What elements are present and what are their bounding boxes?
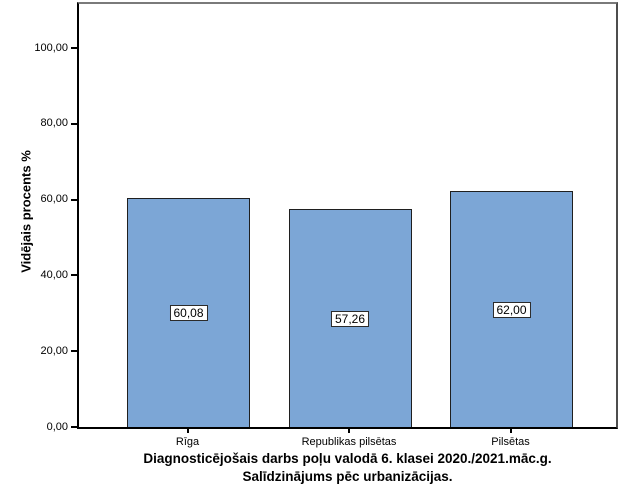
bar-value-label: 62,00 [492, 301, 531, 318]
y-tick-label: 60,00 [40, 193, 68, 206]
x-tick-mark [509, 427, 512, 433]
chart-title-line1: Diagnosticējošais darbs poļu valodā 6. k… [143, 451, 552, 466]
y-tick-label: 40,00 [40, 268, 68, 281]
x-tick-label: Rīga [175, 436, 200, 448]
y-tick-mark [71, 350, 78, 353]
bar-3: 62,00 [450, 191, 573, 427]
x-tick-mark [348, 427, 350, 433]
y-tick-label: 0,00 [46, 420, 68, 433]
y-tick-label: 20,00 [40, 344, 68, 357]
chart-title-line2: Salīdzinājums pēc urbanizācijas. [242, 469, 453, 484]
x-tick-label: Republikas pilsētas [301, 436, 397, 448]
y-tick-label: 100,00 [34, 41, 68, 54]
y-tick-label: 80,00 [40, 117, 68, 130]
bar-1: 60,08 [127, 198, 250, 427]
y-tick-mark [71, 274, 78, 277]
bar-value-label: 57,26 [330, 310, 370, 327]
y-tick-mark [71, 47, 78, 49]
chart-title: Diagnosticējošais darbs poļu valodā 6. k… [79, 450, 616, 486]
plot-area: 60,08 57,26 62,00 [77, 2, 618, 429]
y-tick-mark [71, 198, 78, 201]
bar-2: 57,26 [288, 209, 412, 427]
x-tick-label: Pilsētas [491, 436, 530, 448]
y-tick-mark [71, 122, 78, 125]
x-tick-mark [186, 427, 189, 433]
y-axis-title: Vidējais procents % [18, 150, 34, 273]
y-tick-mark [71, 426, 78, 428]
bar-value-label: 60,08 [169, 305, 208, 322]
